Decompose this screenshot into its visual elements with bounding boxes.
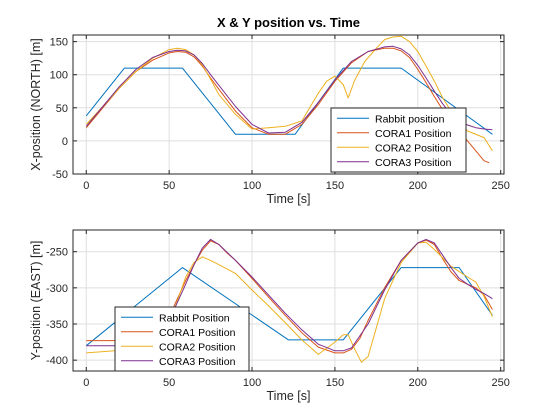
x-tick-label: 200 [409,180,427,192]
x-tick-label: 0 [83,377,89,389]
legend-label: Rabbit Position [159,312,230,324]
y-tick-label: -350 [46,319,68,331]
y-axis-label: Y-position (EAST) [m] [29,241,43,361]
y-tick-label: 100 [50,70,68,82]
y-tick-label: 0 [62,136,68,148]
legend: Rabbit position CORA1 Position CORA2 Posit… [331,108,466,172]
legend-label: Rabbit position [375,113,445,125]
x-tick-label: 250 [492,377,510,389]
y-tick-label: -250 [46,247,68,259]
legend-label: CORA3 Position [375,157,452,169]
legend-label: CORA1 Position [375,128,452,140]
chart-title: X & Y position vs. Time [217,15,360,30]
y-tick-label: -50 [52,169,68,181]
x-tick-label: 50 [163,377,175,389]
legend: Rabbit Position CORA1 Position CORA2 Posit… [115,307,249,371]
x-tick-label: 50 [163,180,175,192]
x-tick-label: 100 [243,377,261,389]
legend-label: CORA2 Position [375,142,452,154]
y-tick-label: 50 [56,103,68,115]
y-tick-label: -400 [46,355,68,367]
legend-label: CORA1 Position [159,327,236,339]
x-tick-label: 150 [326,180,344,192]
x-tick-label: 200 [409,377,427,389]
x-tick-label: 0 [83,180,89,192]
legend-label: CORA2 Position [159,341,236,353]
x-tick-label: 150 [326,377,344,389]
y-tick-label: -300 [46,283,68,295]
y-axis-label: X-position (NORTH) [m] [29,38,43,170]
y-tick-label: 150 [50,37,68,49]
x-tick-label: 100 [243,180,261,192]
x-tick-label: 250 [492,180,510,192]
legend-label: CORA3 Position [159,356,236,368]
x-axis-label: Time [s] [267,192,311,206]
x-axis-label: Time [s] [267,389,311,403]
